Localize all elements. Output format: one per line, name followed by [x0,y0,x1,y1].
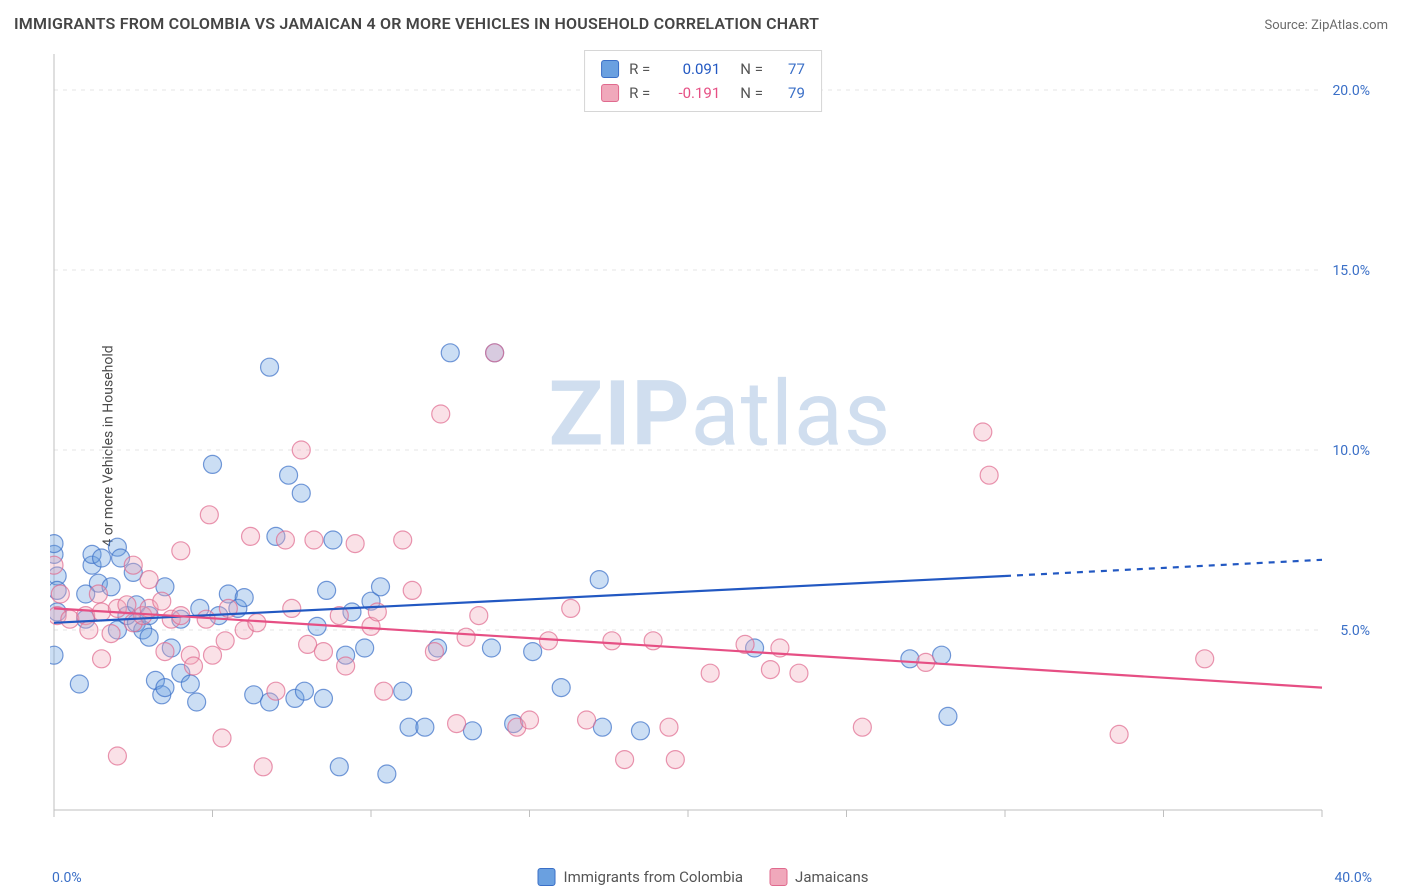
plot-area: ZIPatlas 5.0%10.0%15.0%20.0% [50,46,1390,846]
r-label: R = [629,60,650,78]
source-attribution: Source: ZipAtlas.com [1264,18,1388,33]
legend-swatch [601,60,619,78]
legend-swatch [769,868,787,886]
scatter-plot-svg: 5.0% 10.0% 15.0% 20.0% [50,46,1390,846]
x-min-label: 0.0% [52,870,82,886]
svg-text:15.0%: 15.0% [1332,263,1370,279]
svg-text:5.0%: 5.0% [1340,623,1370,639]
r-label: R = [629,84,650,102]
n-value: 77 [773,60,805,78]
legend-item-colombia: Immigrants from Colombia [538,868,744,886]
legend-swatch [601,84,619,102]
stats-row-jamaica: R = -0.191 N = 79 [585,81,821,105]
chart-title: IMMIGRANTS FROM COLOMBIA VS JAMAICAN 4 O… [14,14,819,33]
svg-text:10.0%: 10.0% [1332,443,1370,459]
n-label: N = [740,84,763,102]
legend-item-jamaica: Jamaicans [769,868,868,886]
r-value: -0.191 [660,84,720,102]
bottom-legend: Immigrants from Colombia Jamaicans [538,868,869,886]
x-max-label: 40.0% [1334,870,1372,886]
r-value: 0.091 [660,60,720,78]
legend-label: Jamaicans [795,868,868,886]
legend-label: Immigrants from Colombia [564,868,744,886]
correlation-stats-box: R = 0.091 N = 77 R = -0.191 N = 79 [584,50,822,112]
svg-text:20.0%: 20.0% [1332,83,1370,99]
legend-swatch [538,868,556,886]
n-value: 79 [773,84,805,102]
stats-row-colombia: R = 0.091 N = 77 [585,57,821,81]
n-label: N = [740,60,763,78]
